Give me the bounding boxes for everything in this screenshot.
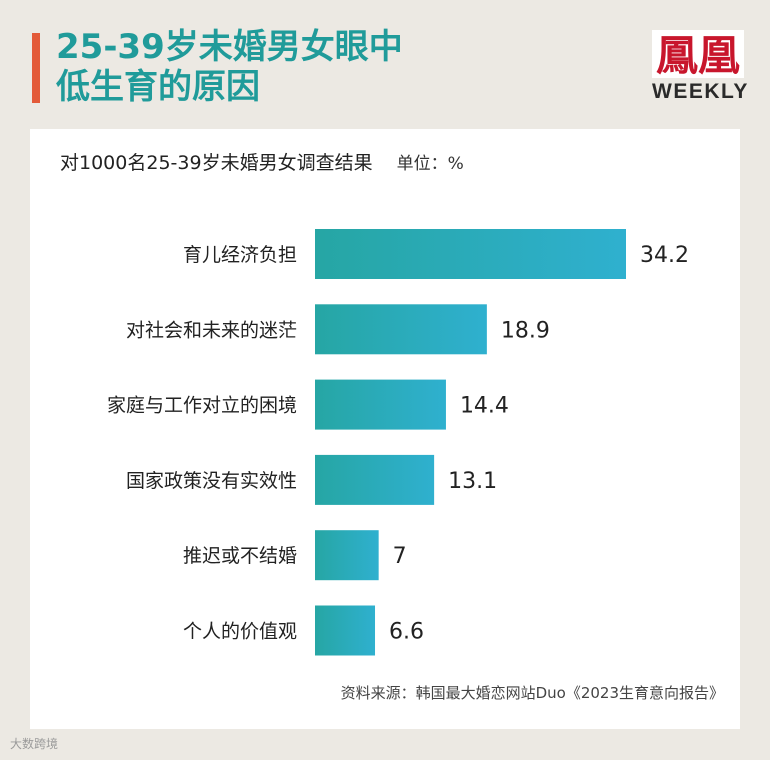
logo-mark: 鳳凰 (652, 30, 744, 78)
bar-1 (315, 304, 487, 355)
category-label-2: 家庭与工作对立的困境 (107, 395, 297, 417)
source-note: 资料来源：韩国最大婚恋网站Duo《2023生育意向报告》 (340, 684, 724, 702)
title-accent-bar (32, 33, 40, 103)
logo-mark-text: 鳳凰 (656, 31, 740, 78)
logo-wordmark: WEEKLY (652, 80, 749, 103)
bar-3 (315, 454, 435, 505)
value-label-2: 14.4 (460, 394, 509, 419)
subtitle-text: 对1000名25-39岁未婚男女调查结果 (60, 152, 373, 174)
title-line-2: 低生育的原因 (56, 67, 260, 107)
value-label-5: 6.6 (389, 620, 424, 645)
bar-2 (315, 379, 446, 430)
bars-layer: 育儿经济负担 34.2 对社会和未来的迷茫 18.9 家庭与工作对立的困境 14.4 国家政… (107, 229, 689, 656)
category-label-0: 育儿经济负担 (183, 244, 297, 266)
phoenix-weekly-logo: 鳳凰 WEEKLY (652, 30, 749, 106)
bar-0 (315, 229, 626, 279)
chart-subtitle: 对1000名25-39岁未婚男女调查结果 单位：% (60, 148, 464, 175)
value-label-4: 7 (393, 544, 407, 569)
value-label-1: 18.9 (501, 318, 550, 343)
watermark: 大数跨境 (10, 737, 59, 751)
value-label-0: 34.2 (640, 243, 689, 268)
category-label-3: 国家政策没有实效性 (126, 470, 297, 492)
bar-4 (315, 530, 379, 581)
title-line-1: 25-39岁未婚男女眼中 (56, 27, 403, 67)
category-label-5: 个人的价值观 (183, 621, 297, 643)
category-label-1: 对社会和未来的迷茫 (126, 319, 297, 341)
page-title: 25-39岁未婚男女眼中 低生育的原因 (56, 27, 403, 107)
unit-label: 单位：% (396, 154, 464, 174)
bar-5 (315, 605, 376, 656)
category-label-4: 推迟或不结婚 (183, 545, 297, 567)
value-label-3: 13.1 (448, 469, 497, 494)
